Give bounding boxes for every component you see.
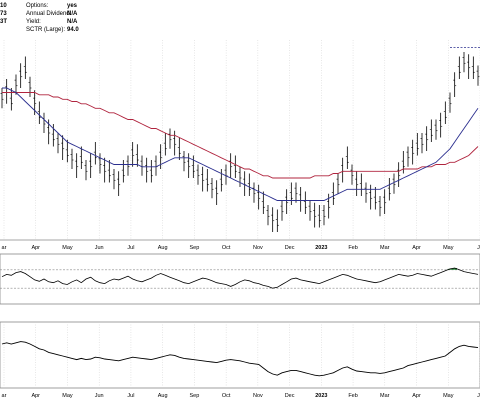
lower-x-tick-label: Sep <box>190 393 200 399</box>
sctr-value: 94.0 <box>67 27 79 33</box>
lower-x-tick-label: Apr <box>412 393 421 399</box>
price-x-ticks: ar Apr May Jun Jul Aug Sep Oct Nov Dec 2023 Feb Mar A… <box>2 245 480 251</box>
lower-x-tick-label: Ju <box>477 393 480 399</box>
lower-x-tick-label: Dec <box>285 393 295 399</box>
price-x-tick-label: Oct <box>222 245 231 251</box>
lower-x-tick-label: Jul <box>127 393 134 399</box>
lower-panel: ar Apr May Jun Jul Aug Sep Oct Nov Dec 2023 Feb Mar A… <box>0 321 480 399</box>
price-x-tick-label: May <box>62 245 73 251</box>
price-x-tick-label: Jun <box>95 245 104 251</box>
price-x-tick-label: Apr <box>31 245 40 251</box>
lower-x-tick-label: May <box>62 393 73 399</box>
lower-x-tick-label: Mar <box>380 393 390 399</box>
lower-x-tick-label: 2023 <box>315 393 327 399</box>
price-x-tick-label: Apr <box>412 245 421 251</box>
sma-short-line <box>2 87 479 201</box>
options-label: Options: <box>26 3 49 9</box>
price-x-tick-label: Ju <box>477 245 480 251</box>
lower-x-tick-label: Aug <box>158 393 168 399</box>
yield-value: N/A <box>67 19 78 25</box>
price-bars <box>0 52 480 232</box>
price-x-tick-label: Feb <box>348 245 357 251</box>
lower-x-ticks: ar Apr May Jun Jul Aug Sep Oct Nov Dec 2023 Feb Mar A… <box>2 393 480 399</box>
options-value: yes <box>67 3 78 9</box>
header-fragment-3: 3T <box>0 19 7 25</box>
price-x-tick-label: Nov <box>253 245 263 251</box>
lower-panel-frame <box>0 321 480 389</box>
price-x-tick-label: Jul <box>127 245 134 251</box>
lower-x-tick-label: Apr <box>31 393 40 399</box>
price-x-tick-label: Aug <box>158 245 168 251</box>
yield-label: Yield: <box>26 19 41 25</box>
rsi-overbought-fill <box>447 268 457 270</box>
lower-x-tick-label: Feb <box>348 393 357 399</box>
lower-grid <box>3 322 480 388</box>
lower-x-tick-label: Oct <box>222 393 231 399</box>
price-x-tick-label: ar <box>2 245 7 251</box>
lower-x-tick-label: ar <box>2 393 7 399</box>
header-info: 10 73 3T Options: yes Annual Dividend: N… <box>0 3 79 33</box>
price-x-tick-label: Sep <box>190 245 200 251</box>
lower-x-tick-label: Jun <box>95 393 104 399</box>
annual-dividend-label: Annual Dividend: <box>26 11 72 17</box>
price-panel: ar Apr May Jun Jul Aug Sep Oct Nov Dec 2023 Feb Mar A… <box>0 40 480 251</box>
header-fragment-1: 10 <box>0 3 7 9</box>
price-x-tick-label: Mar <box>380 245 390 251</box>
sma-long-line <box>2 92 479 179</box>
rsi-line <box>1 267 479 289</box>
price-grid <box>3 40 480 240</box>
rsi-panel-frame <box>0 253 480 305</box>
price-x-tick-label: Dec <box>285 245 295 251</box>
rsi-panel <box>0 253 480 305</box>
lower-line <box>1 341 479 377</box>
lower-x-tick-label: Nov <box>253 393 263 399</box>
annual-dividend-value: N/A <box>67 11 78 17</box>
header-fragment-2: 73 <box>0 11 7 17</box>
lower-x-tick-label: May <box>443 393 454 399</box>
price-x-tick-label: May <box>443 245 454 251</box>
price-x-tick-label: 2023 <box>315 245 327 251</box>
sctr-label: SCTR (Large): <box>26 27 65 33</box>
